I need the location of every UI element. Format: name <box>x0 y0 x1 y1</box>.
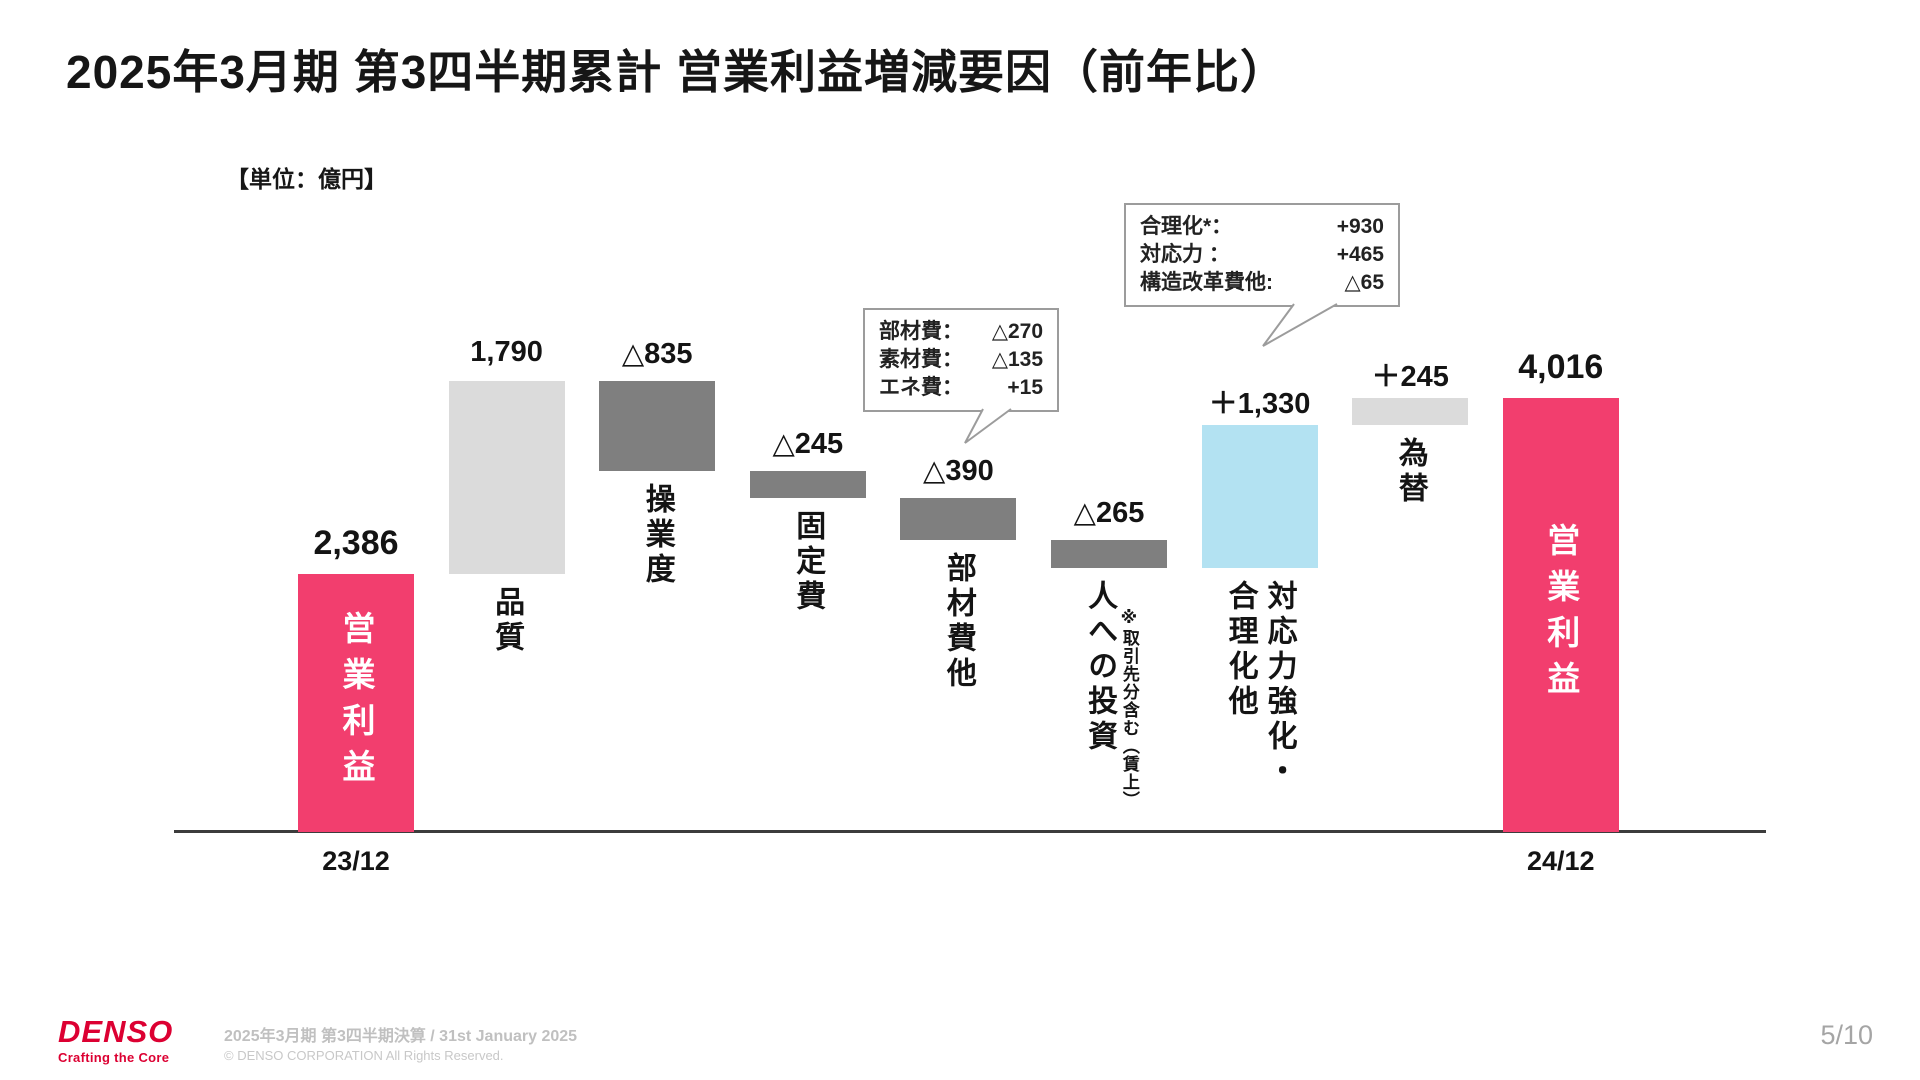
callout-row: 構造改革費他: △65 <box>1140 269 1384 297</box>
bar-label-utilization: 操業度 <box>640 483 674 589</box>
bar-label-operating-profit-start: 営業利益 <box>338 611 375 796</box>
callout-tail-icon <box>964 408 1012 444</box>
bar-value-operating-profit-end: 4,016 <box>1518 348 1604 387</box>
callout-row: エネ費： +15 <box>879 374 1043 402</box>
waterfall-bar-operating-profit-start <box>298 574 414 832</box>
bar-value-fixed-costs: △245 <box>772 428 844 461</box>
callout-row: 対応力 ： +465 <box>1140 241 1384 269</box>
waterfall-bar-forex <box>1352 398 1469 425</box>
waterfall-bar-quality <box>448 380 565 575</box>
callout-row-value: +465 <box>1336 243 1384 266</box>
bar-value-forex: ＋245 <box>1371 361 1449 394</box>
callout-row-label: 部材費： <box>879 320 963 343</box>
denso-logo-wordmark: DENSO <box>58 1014 174 1049</box>
callout-row-value: △65 <box>1344 271 1384 294</box>
footer-copyright: © DENSO CORPORATION All Rights Reserved. <box>224 1048 504 1063</box>
waterfall-bar-people-investment <box>1051 539 1167 569</box>
x-axis-line <box>174 830 1766 833</box>
callout-row-label: 合理化*： <box>1140 215 1233 238</box>
callout-row-label: 構造改革費他: <box>1140 271 1273 294</box>
footer-caption: 2025年3月期 第3四半期決算 / 31st January 2025 <box>224 1028 578 1045</box>
x-axis-label-operating-profit-start: 23/12 <box>322 846 390 876</box>
bar-value-materials-cost: △390 <box>923 454 994 487</box>
denso-logo: DENSO Crafting the Core <box>58 1016 173 1064</box>
bar-label-people-investment: 人への投資 ※取引先分含む（賃上） <box>1083 580 1139 810</box>
bar-value-utilization: △835 <box>621 337 693 370</box>
bar-value-people-investment: △265 <box>1073 496 1145 529</box>
bar-label-responsiveness-rationalization: 対応力強化・ 合理化他 <box>1223 580 1296 791</box>
callout-rationalization-breakdown: 合理化*： +930 対応力 ： +465 構造改革費他: △65 <box>1124 203 1400 347</box>
bar-label-operating-profit-end: 営業利益 <box>1542 523 1580 708</box>
unit-label: 【単位：億円】 <box>226 166 387 192</box>
bar-value-responsiveness-rationalization: ＋1,330 <box>1208 387 1311 420</box>
slide-title: 2025年3月期 第3四半期累計 営業利益増減要因（前年比） <box>66 46 1288 98</box>
waterfall-bar-fixed-costs <box>749 471 866 498</box>
callout-row: 素材費： △135 <box>879 346 1043 374</box>
callout-row-label: 素材費： <box>879 348 963 371</box>
page-number: 5/10 <box>1820 1020 1873 1050</box>
callout-materials-breakdown: 部材費： △270 素材費： △135 エネ費： +15 <box>863 308 1059 444</box>
bar-label-quality: 品質 <box>490 586 524 657</box>
callout-row-label: 対応力 ： <box>1140 243 1230 266</box>
bar-label-fixed-costs: 固定費 <box>791 509 825 615</box>
bar-value-quality: 1,790 <box>470 335 543 368</box>
callout-row-value: +930 <box>1336 215 1384 238</box>
waterfall-bar-materials-cost <box>900 497 1017 540</box>
callout-row-value: △270 <box>991 320 1043 343</box>
waterfall-bar-responsiveness-rationalization <box>1201 424 1318 569</box>
callout-row-value: △135 <box>991 348 1043 371</box>
bar-value-operating-profit-start: 2,386 <box>313 524 399 563</box>
x-axis-label-operating-profit-end: 24/12 <box>1527 846 1595 876</box>
bar-label-forex: 為替 <box>1393 436 1427 507</box>
bar-label-note-people-investment: ※取引先分含む（賃上） <box>1119 608 1139 810</box>
callout-row: 部材費： △270 <box>879 318 1043 346</box>
waterfall-bar-operating-profit-end <box>1502 398 1619 832</box>
denso-logo-tagline: Crafting the Core <box>58 1050 170 1065</box>
waterfall-bar-utilization <box>599 380 716 472</box>
callout-tail-icon <box>1262 303 1338 347</box>
callout-row-label: エネ費： <box>879 376 963 399</box>
callout-row: 合理化*： +930 <box>1140 213 1384 241</box>
callout-row-value: +15 <box>1007 376 1043 399</box>
bar-label-materials-cost: 部材費他 <box>941 551 975 692</box>
